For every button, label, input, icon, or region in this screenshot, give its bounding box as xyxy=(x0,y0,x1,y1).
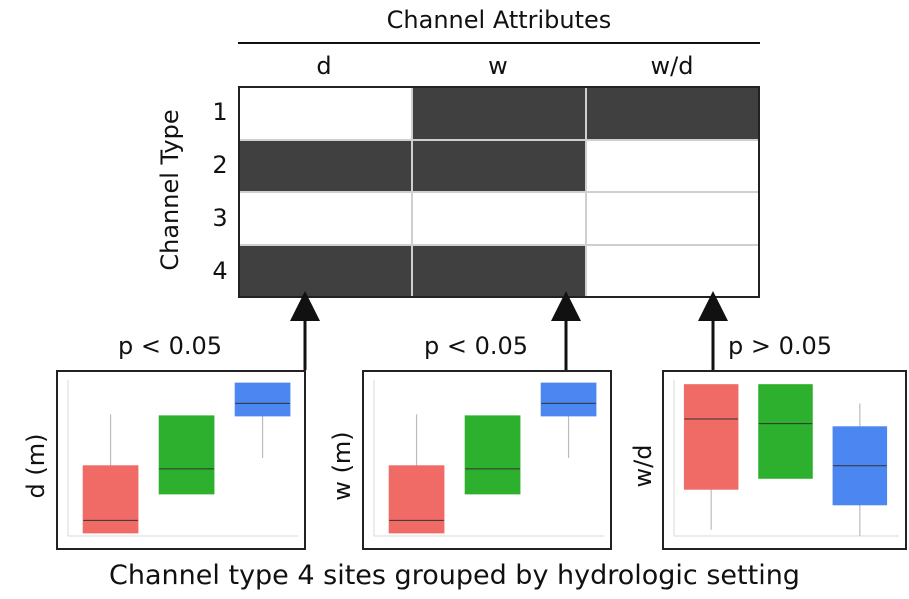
box-body xyxy=(758,384,813,479)
p-value-d: p < 0.05 xyxy=(118,332,223,360)
ylabel-d: d (m) xyxy=(22,433,50,499)
boxplot-w-over-d xyxy=(673,380,899,537)
box-1 xyxy=(683,384,739,530)
box-2 xyxy=(158,415,215,495)
matrix-cell-r2-w-over-d xyxy=(586,140,758,191)
matrix-cell-r1-w-over-d xyxy=(586,88,758,139)
row-label-2: 2 xyxy=(212,151,228,179)
matrix-cell-r4-w xyxy=(413,245,585,296)
boxplot-panel-d xyxy=(56,370,306,550)
box-2 xyxy=(758,384,813,479)
matrix-cell-r3-d xyxy=(240,193,412,244)
box-3 xyxy=(234,382,291,458)
matrix-cell-r1-d xyxy=(240,88,412,139)
column-label-d: d xyxy=(316,52,332,80)
ylabel-w-over-d: w/d xyxy=(629,444,657,488)
box-body xyxy=(388,465,445,534)
row-label-3: 3 xyxy=(212,204,228,232)
row-label-1: 1 xyxy=(212,98,228,126)
column-label-w-over-d: w/d xyxy=(650,52,694,80)
column-label-w: w xyxy=(488,52,508,80)
matrix-cell-r2-w xyxy=(413,140,585,191)
box-body xyxy=(234,382,291,417)
matrix-cell-r4-d xyxy=(240,245,412,296)
boxplot-panel-w xyxy=(362,370,612,550)
matrix-cell-r4-w-over-d xyxy=(586,245,758,296)
matrix-cell-r3-w xyxy=(413,193,585,244)
box-3 xyxy=(540,382,597,458)
box-3 xyxy=(832,403,888,536)
boxplot-d xyxy=(67,380,298,537)
box-body xyxy=(158,415,215,495)
box-body xyxy=(540,382,597,417)
box-1 xyxy=(388,414,445,534)
ylabel-w: w (m) xyxy=(328,431,356,501)
box-body xyxy=(464,415,521,495)
boxplot-panel-w-over-d xyxy=(662,370,907,550)
box-2 xyxy=(464,415,521,495)
box-body xyxy=(82,465,139,534)
box-1 xyxy=(82,414,139,534)
figure-caption: Channel type 4 sites grouped by hydrolog… xyxy=(109,560,800,591)
p-value-w-over-d: p > 0.05 xyxy=(728,332,833,360)
p-value-w: p < 0.05 xyxy=(424,332,529,360)
boxplot-w xyxy=(373,380,604,537)
title-rule xyxy=(238,42,760,44)
figure-title: Channel Attributes xyxy=(386,6,612,34)
attribute-matrix xyxy=(238,86,760,298)
matrix-cell-r3-w-over-d xyxy=(586,193,758,244)
row-label-4: 4 xyxy=(212,257,228,285)
matrix-cell-r2-d xyxy=(240,140,412,191)
matrix-cell-r1-w xyxy=(413,88,585,139)
box-body xyxy=(683,384,739,490)
